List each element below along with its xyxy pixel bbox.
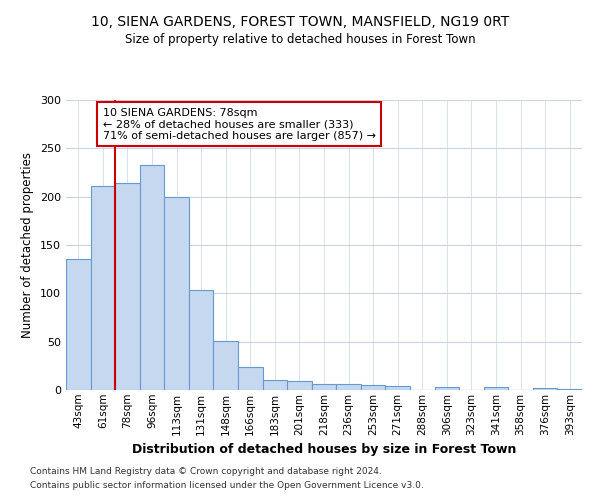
Bar bbox=[287, 382, 312, 390]
Bar bbox=[214, 340, 238, 390]
Text: Contains HM Land Registry data © Crown copyright and database right 2024.: Contains HM Land Registry data © Crown c… bbox=[30, 467, 382, 476]
Bar bbox=[140, 165, 164, 390]
Bar bbox=[484, 387, 508, 390]
Bar bbox=[385, 386, 410, 390]
Bar bbox=[336, 384, 361, 390]
Text: 10 SIENA GARDENS: 78sqm
← 28% of detached houses are smaller (333)
71% of semi-d: 10 SIENA GARDENS: 78sqm ← 28% of detache… bbox=[103, 108, 376, 141]
Bar bbox=[238, 367, 263, 390]
Text: Size of property relative to detached houses in Forest Town: Size of property relative to detached ho… bbox=[125, 32, 475, 46]
Bar bbox=[361, 385, 385, 390]
Bar bbox=[115, 183, 140, 390]
Bar bbox=[434, 387, 459, 390]
Text: 10, SIENA GARDENS, FOREST TOWN, MANSFIELD, NG19 0RT: 10, SIENA GARDENS, FOREST TOWN, MANSFIEL… bbox=[91, 15, 509, 29]
Text: Contains public sector information licensed under the Open Government Licence v3: Contains public sector information licen… bbox=[30, 481, 424, 490]
Bar bbox=[263, 380, 287, 390]
Bar bbox=[312, 384, 336, 390]
Y-axis label: Number of detached properties: Number of detached properties bbox=[22, 152, 34, 338]
Bar bbox=[189, 290, 214, 390]
Bar bbox=[91, 186, 115, 390]
X-axis label: Distribution of detached houses by size in Forest Town: Distribution of detached houses by size … bbox=[132, 443, 516, 456]
Bar bbox=[533, 388, 557, 390]
Bar bbox=[66, 258, 91, 390]
Bar bbox=[164, 196, 189, 390]
Bar bbox=[557, 389, 582, 390]
